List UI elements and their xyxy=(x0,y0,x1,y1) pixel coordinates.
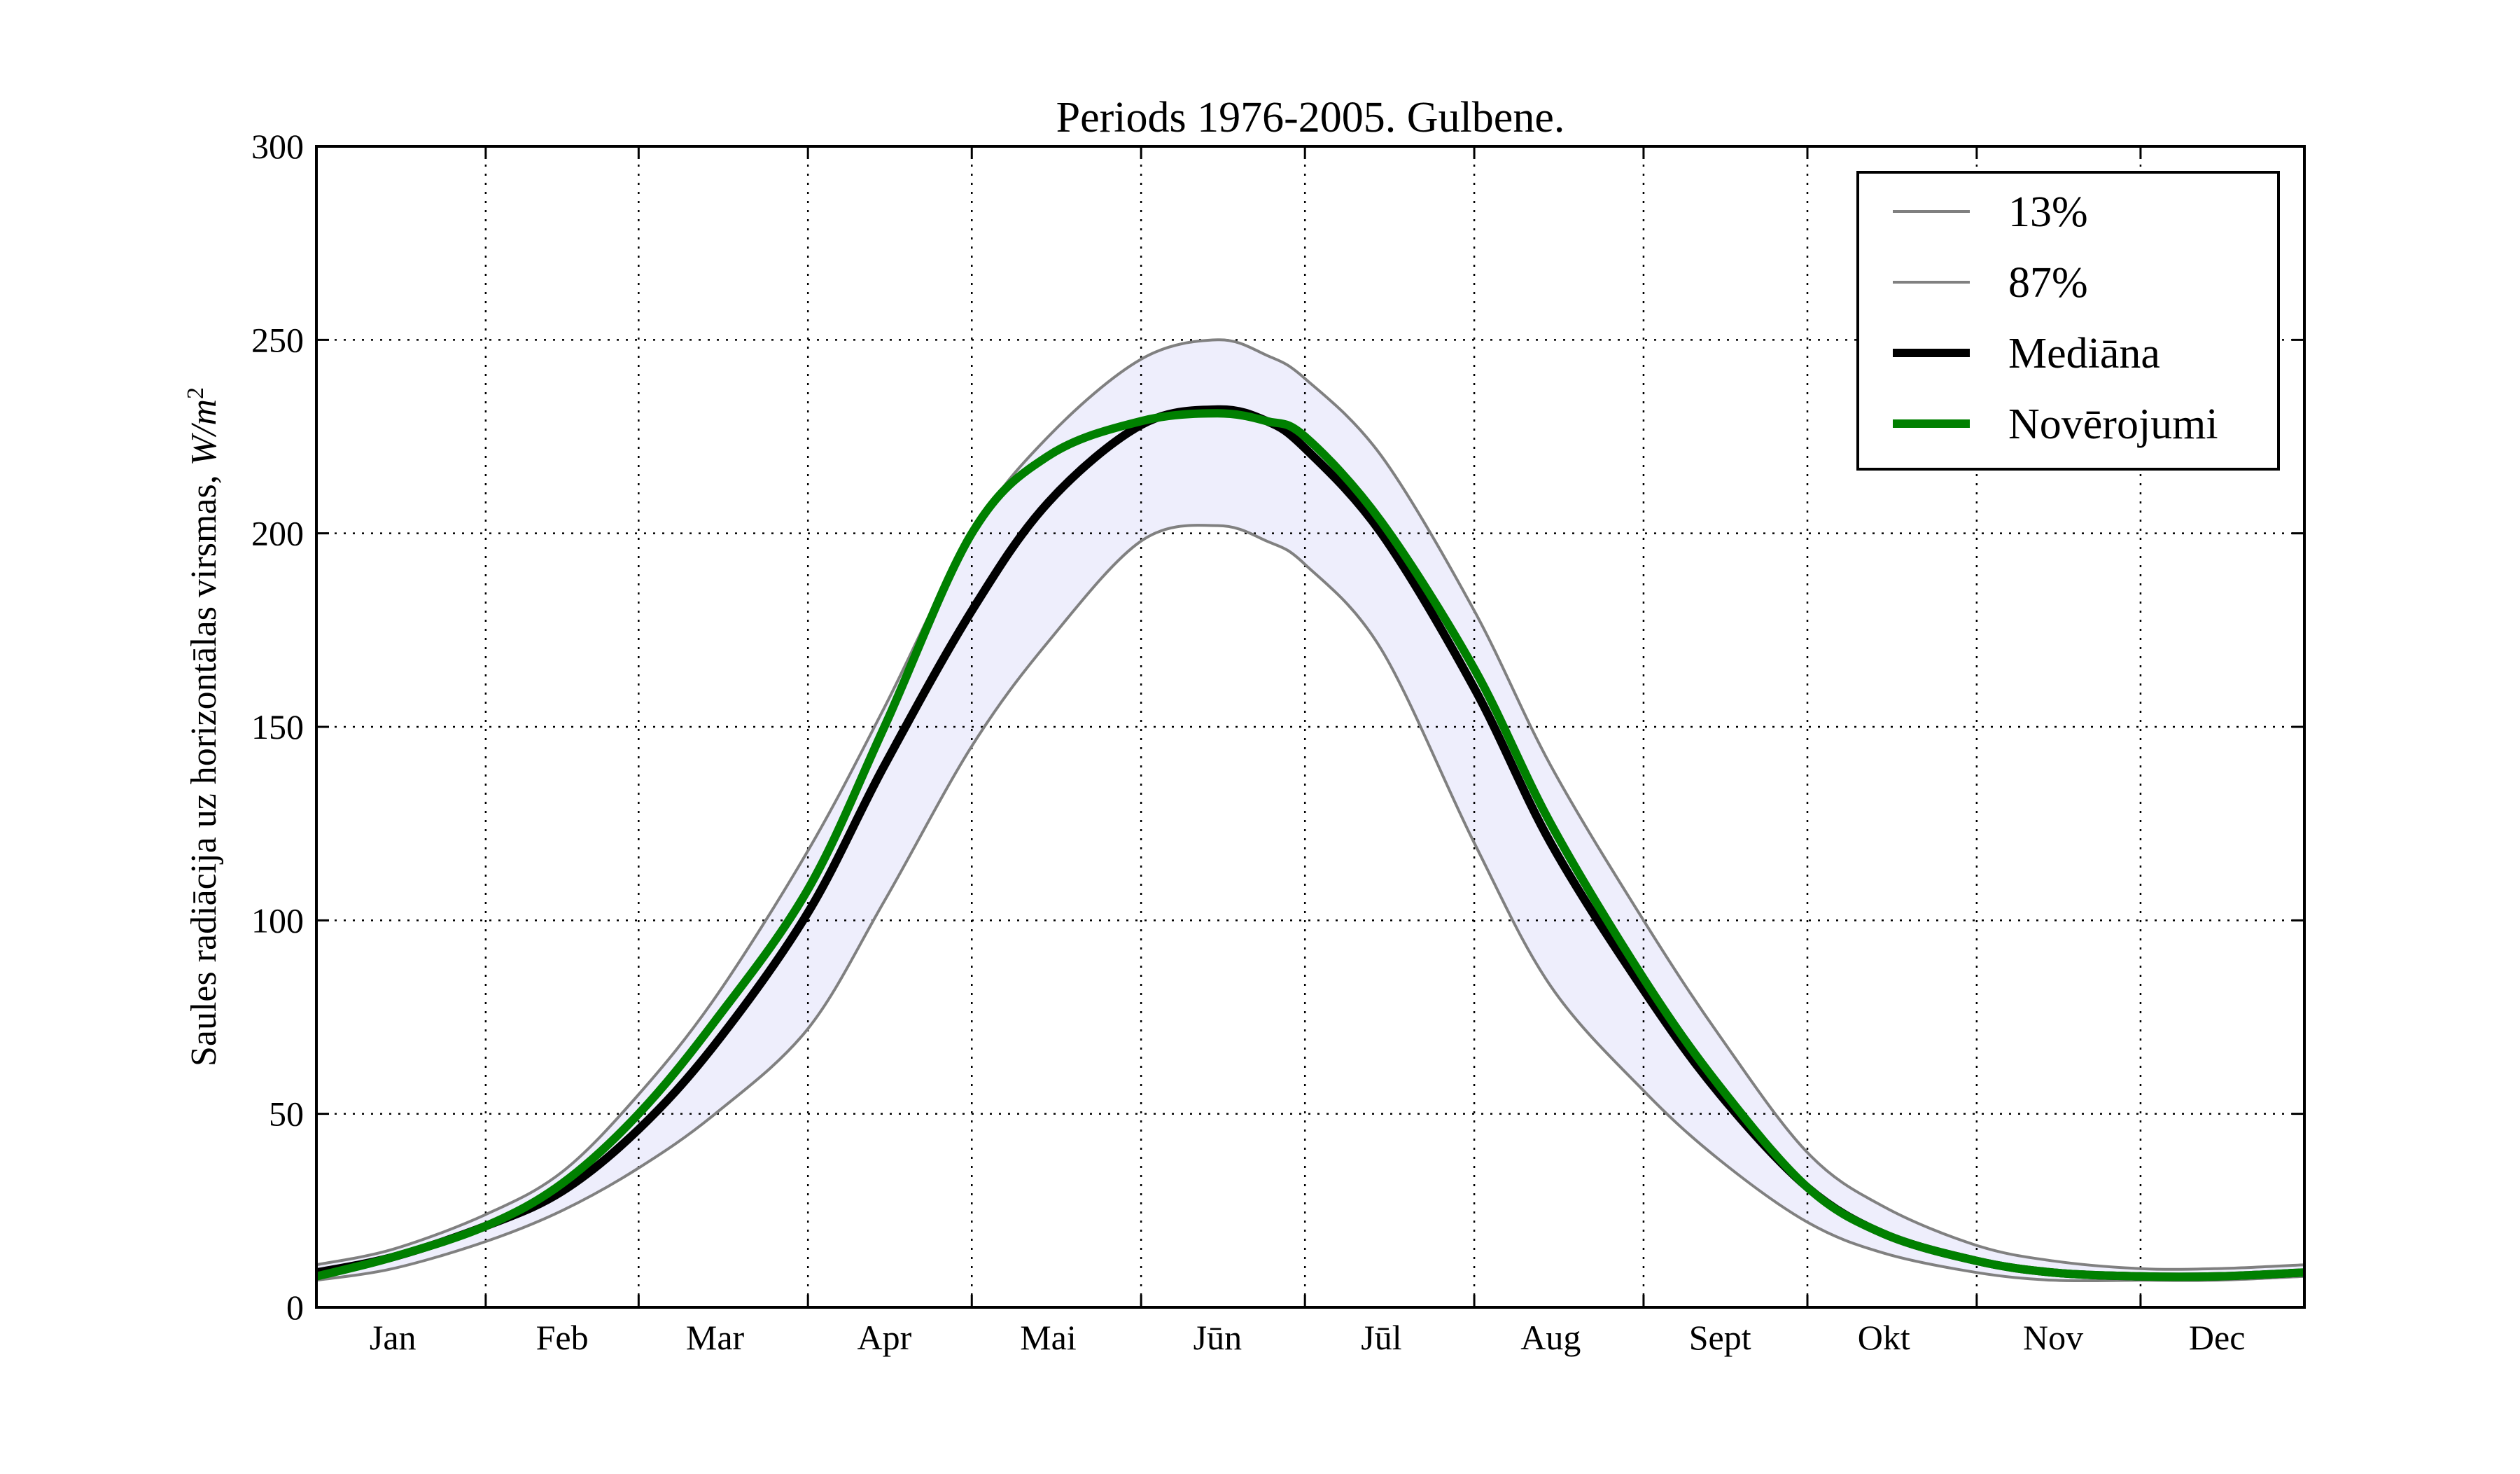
y-tick-label: 150 xyxy=(251,707,304,746)
series-lines xyxy=(315,338,2305,1283)
x-tick-label: Jūn xyxy=(1194,1318,1242,1357)
legend-label: Mediāna xyxy=(2008,330,2160,377)
y-tick-label: 300 xyxy=(251,127,304,166)
series-line-87- xyxy=(316,338,2305,1271)
y-axis-label-units: W/m xyxy=(184,399,224,466)
y-tick-label: 200 xyxy=(251,514,304,553)
y-axis-label: Saules radiācija uz horizontālas virsmas… xyxy=(183,387,225,1066)
x-tick-label: Apr xyxy=(858,1318,912,1357)
legend-label: 13% xyxy=(2008,188,2088,236)
legend: 13% 87% Mediāna Novērojumi xyxy=(1856,171,2280,471)
percentile-band xyxy=(316,340,2304,1281)
y-tick-label: 100 xyxy=(251,901,304,940)
series-line-nov-rojumi xyxy=(315,409,2305,1281)
series-line-13- xyxy=(316,524,2305,1283)
axis-ticks: 0 50 100 150 200 250 300 Jan Feb Mar Apr Mai Jūn Jūl A… xyxy=(251,127,2304,1357)
y-axis-label-units-sup: 2 xyxy=(183,387,209,399)
chart-title: Periods 1976-2005. Gulbene. xyxy=(1056,94,1565,141)
x-tick-label: Jūl xyxy=(1361,1318,1401,1357)
percentile-band-fill xyxy=(316,340,2304,1281)
legend-label: Novērojumi xyxy=(2008,401,2218,448)
y-axis-label-text: Saules radiācija uz horizontālas virsmas… xyxy=(184,466,224,1066)
x-tick-label: Nov xyxy=(2023,1318,2083,1357)
y-tick-label: 50 xyxy=(269,1094,304,1134)
x-tick-label: Feb xyxy=(536,1318,589,1357)
legend-label: 87% xyxy=(2008,259,2088,307)
x-tick-label: Jan xyxy=(370,1318,416,1357)
x-tick-label: Okt xyxy=(1858,1318,1910,1357)
x-tick-label: Aug xyxy=(1520,1318,1581,1357)
y-tick-label: 0 xyxy=(286,1288,304,1327)
y-tick-label: 250 xyxy=(251,320,304,359)
x-tick-label: Mar xyxy=(686,1318,745,1357)
x-tick-label: Mai xyxy=(1020,1318,1077,1357)
x-tick-label: Sept xyxy=(1689,1318,1751,1357)
x-tick-label: Dec xyxy=(2189,1318,2246,1357)
